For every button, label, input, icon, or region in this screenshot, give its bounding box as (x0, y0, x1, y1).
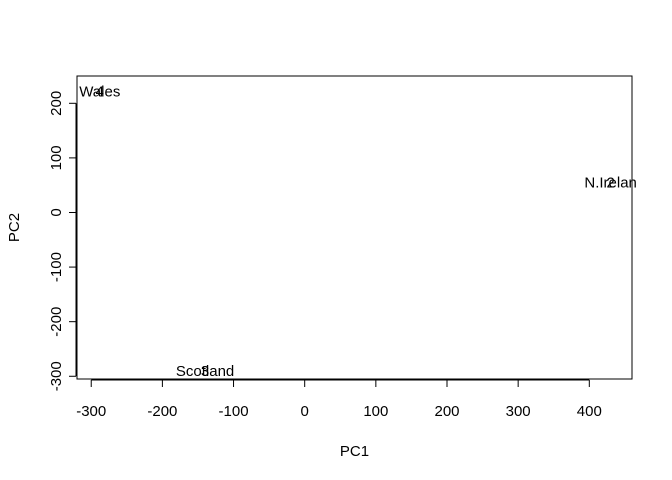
x-tick-label: 200 (434, 403, 459, 420)
data-point-label: Scotland (176, 363, 234, 380)
x-axis-title: PC1 (340, 443, 369, 460)
y-tick-label: 100 (48, 145, 65, 170)
y-tick-label: 0 (48, 208, 65, 216)
x-tick-label: -200 (147, 403, 177, 420)
y-axis-title: PC2 (6, 213, 23, 242)
data-point-marker: 3 (201, 363, 209, 380)
data-point-label: Wales (79, 83, 120, 100)
x-tick-label: 400 (577, 403, 602, 420)
y-tick-label: -300 (48, 361, 65, 391)
y-axis: -300 -200 -100 0 100 200 (48, 91, 77, 391)
x-tick-label: 100 (363, 403, 388, 420)
y-tick-label: -200 (48, 307, 65, 337)
x-tick-label: 300 (506, 403, 531, 420)
data-point-marker: 2 (606, 174, 614, 191)
data-point-label: N.Irelan (584, 174, 637, 191)
x-tick-label: -100 (219, 403, 249, 420)
data-point-marker: 4 (96, 83, 104, 100)
x-tick-label: 0 (301, 403, 309, 420)
y-tick-label: 200 (48, 91, 65, 116)
x-tick-label: -300 (76, 403, 106, 420)
x-axis: -300 -200 -100 0 100 200 300 400 (76, 379, 602, 420)
y-tick-label: -100 (48, 252, 65, 282)
plot-frame (76, 75, 633, 380)
